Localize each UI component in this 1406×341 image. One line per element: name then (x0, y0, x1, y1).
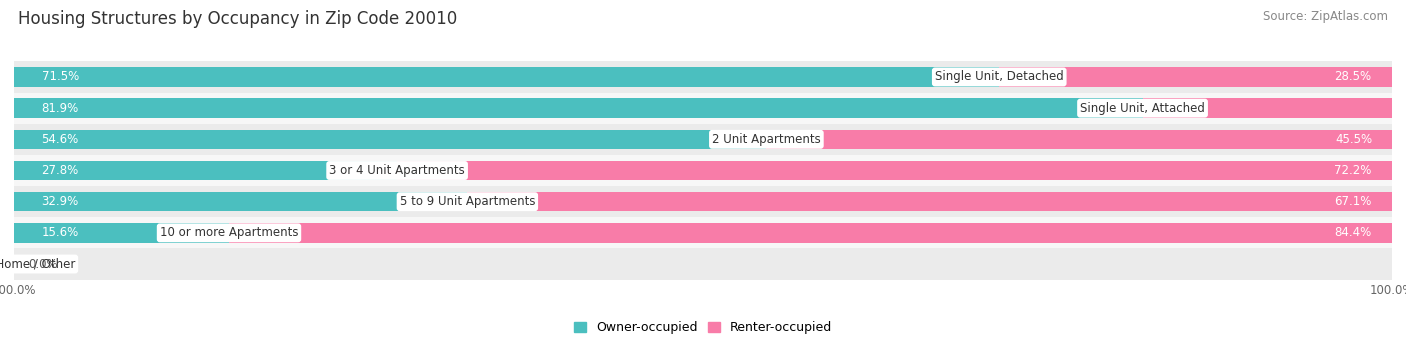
Text: 5 to 9 Unit Apartments: 5 to 9 Unit Apartments (399, 195, 536, 208)
Bar (1000, 67, 1392, 87)
Text: 0.0%: 0.0% (28, 257, 58, 270)
Text: Single Unit, Detached: Single Unit, Detached (935, 71, 1063, 84)
Bar (396, 161, 1392, 180)
Text: 32.9%: 32.9% (42, 195, 79, 208)
Bar (14, 161, 396, 180)
Text: 2 Unit Apartments: 2 Unit Apartments (711, 133, 821, 146)
Bar (14, 67, 1000, 87)
Text: Mobile Home / Other: Mobile Home / Other (0, 257, 76, 270)
Bar (14, 217, 1392, 249)
Bar (14, 186, 1392, 217)
Text: 15.6%: 15.6% (42, 226, 79, 239)
Bar (14, 249, 1392, 280)
Text: 27.8%: 27.8% (42, 164, 79, 177)
Bar (14, 92, 1392, 124)
Text: 81.9%: 81.9% (42, 102, 79, 115)
Bar (229, 223, 1392, 242)
Bar (1143, 99, 1392, 118)
Text: 28.5%: 28.5% (1334, 71, 1371, 84)
Text: Single Unit, Attached: Single Unit, Attached (1080, 102, 1205, 115)
Text: 72.2%: 72.2% (1334, 164, 1371, 177)
Bar (14, 192, 467, 211)
Bar (14, 130, 766, 149)
Text: 45.5%: 45.5% (1336, 133, 1372, 146)
Legend: Owner-occupied, Renter-occupied: Owner-occupied, Renter-occupied (574, 322, 832, 335)
Bar (766, 130, 1393, 149)
Text: 71.5%: 71.5% (42, 71, 79, 84)
Text: 3 or 4 Unit Apartments: 3 or 4 Unit Apartments (329, 164, 465, 177)
Text: Housing Structures by Occupancy in Zip Code 20010: Housing Structures by Occupancy in Zip C… (18, 10, 457, 28)
Bar (14, 124, 1392, 155)
Bar (14, 155, 1392, 186)
Bar (14, 99, 1143, 118)
Text: 54.6%: 54.6% (42, 133, 79, 146)
Text: Source: ZipAtlas.com: Source: ZipAtlas.com (1263, 10, 1388, 23)
Bar (14, 223, 229, 242)
Text: 84.4%: 84.4% (1334, 226, 1371, 239)
Bar (467, 192, 1392, 211)
Bar (14, 61, 1392, 92)
Text: 67.1%: 67.1% (1334, 195, 1371, 208)
Text: 10 or more Apartments: 10 or more Apartments (160, 226, 298, 239)
